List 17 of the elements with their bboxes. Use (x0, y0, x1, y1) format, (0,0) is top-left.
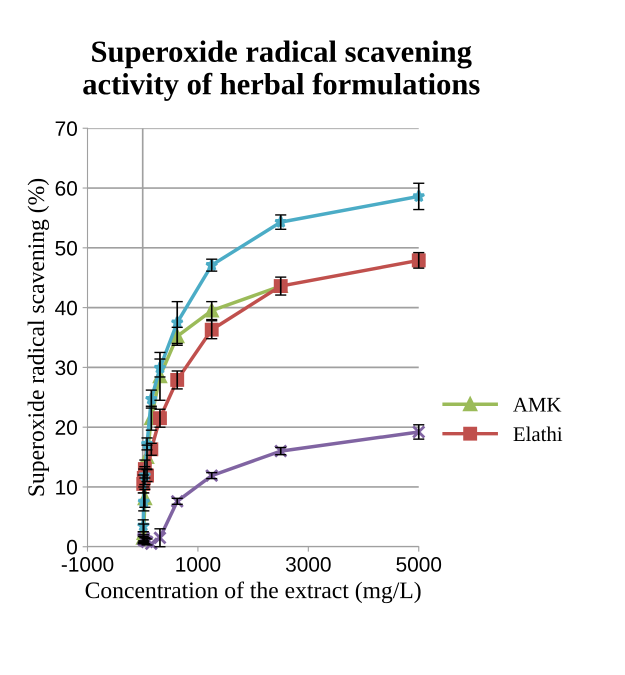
x-tick-label: 1000 (176, 557, 220, 572)
chart-title: Superoxide radical scavening activity of herbal formulations (83, 40, 480, 101)
y-tick-label: 70 (56, 121, 77, 136)
y-tick-label: 60 (56, 181, 77, 196)
y-tick-label: 20 (56, 420, 77, 435)
legend-label: AMK (513, 398, 562, 412)
x-tick-label: -1000 (62, 557, 114, 572)
y-tick-label: 50 (55, 240, 77, 256)
y-tick-label: 0 (67, 540, 77, 555)
x-tick-label: 3000 (286, 557, 331, 572)
legend-label: Elathi (513, 426, 562, 442)
y-axis-title: Superoxide radical scavening (%) (28, 178, 50, 496)
x-tick-label: 5000 (396, 557, 442, 572)
x-axis-title: Concentration of the extract (mg/L) (86, 581, 421, 604)
y-tick-label: 40 (55, 300, 77, 316)
y-tick-label: 10 (56, 480, 77, 495)
y-tick-label: 30 (55, 360, 77, 376)
